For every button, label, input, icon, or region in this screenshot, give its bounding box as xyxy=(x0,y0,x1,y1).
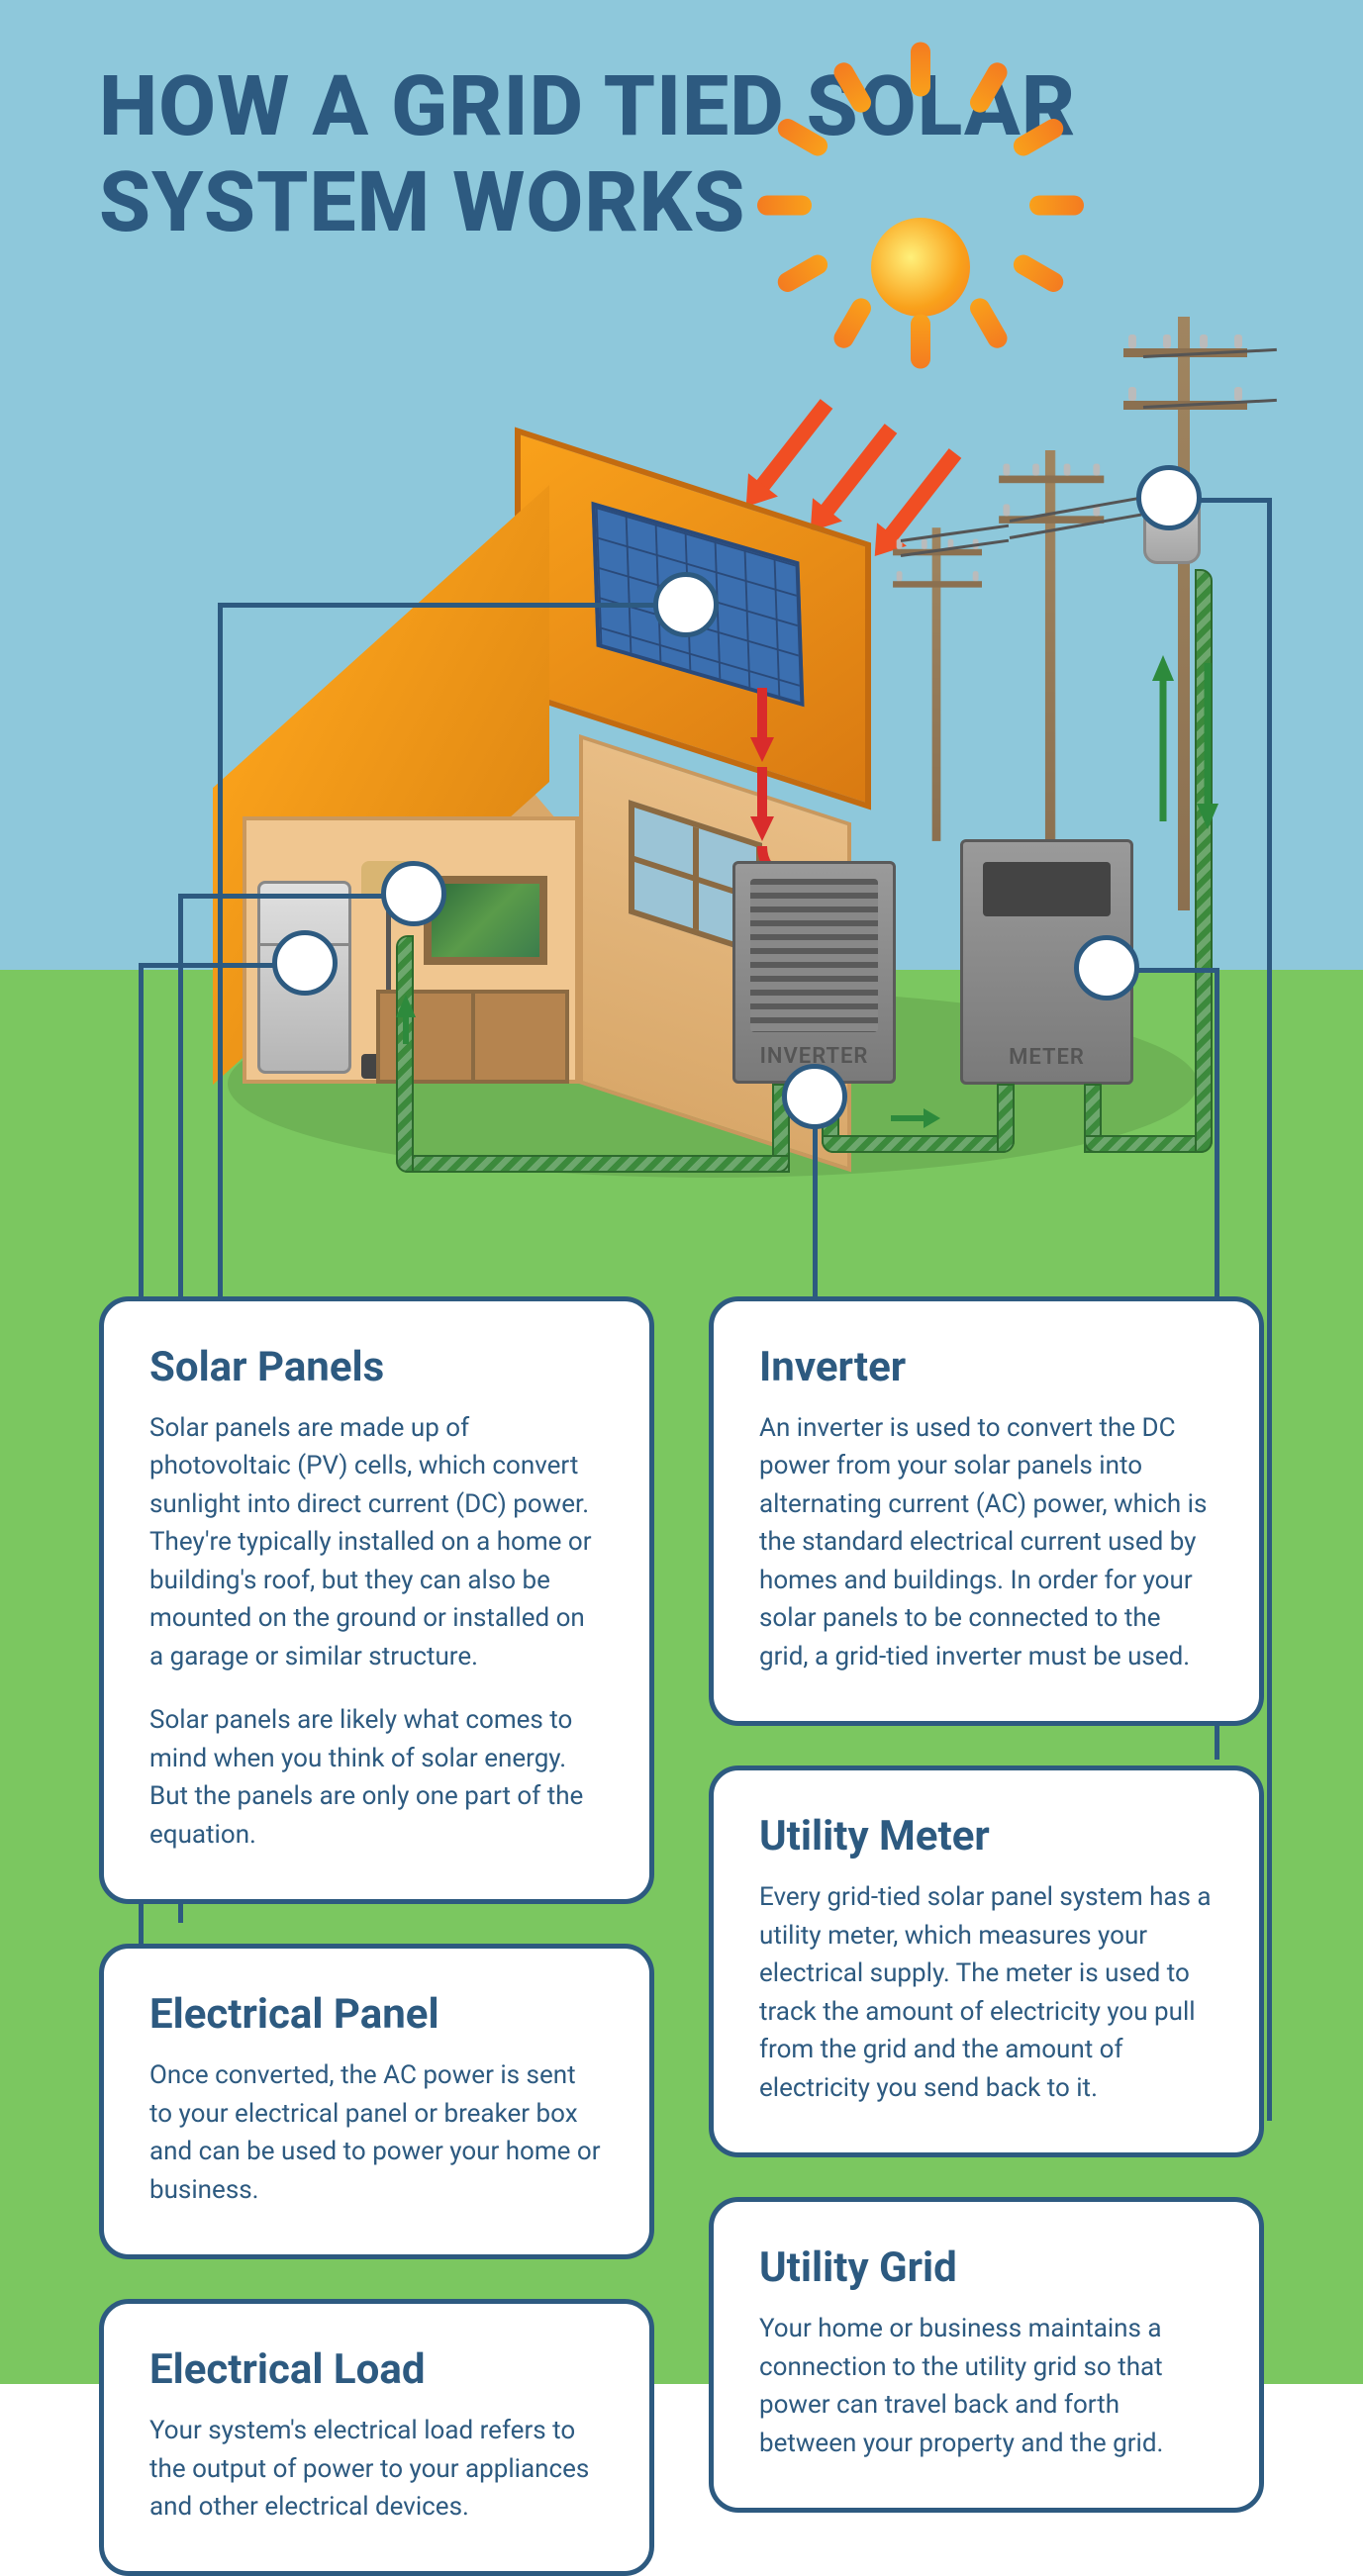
card-title: Electrical Panel xyxy=(149,1990,604,2039)
utility-pole-icon xyxy=(932,527,941,841)
meter-label: METER xyxy=(963,1045,1130,1070)
card-utility-meter: Utility Meter Every grid-tied solar pane… xyxy=(709,1765,1264,2157)
card-body: An inverter is used to convert the DC po… xyxy=(759,1409,1214,1675)
card-electrical-load: Electrical Load Your system's electrical… xyxy=(99,2299,654,2576)
card-body: Every grid-tied solar panel system has a… xyxy=(759,1878,1214,2107)
electrical-panel-marker xyxy=(381,861,446,926)
card-solar-panels: Solar Panels Solar panels are made up of… xyxy=(99,1296,654,1904)
card-body: Once converted, the AC power is sent to … xyxy=(149,2056,604,2209)
card-utility-grid: Utility Grid Your home or business maint… xyxy=(709,2197,1264,2513)
card-title: Utility Meter xyxy=(759,1812,1214,1860)
card-title: Inverter xyxy=(759,1343,1214,1391)
bidirectional-arrow-icon xyxy=(1128,633,1247,851)
inverter-unit: INVERTER xyxy=(732,861,896,1084)
inverter-marker xyxy=(782,1064,847,1129)
card-inverter: Inverter An inverter is used to convert … xyxy=(709,1296,1264,1726)
card-title: Utility Grid xyxy=(759,2243,1214,2292)
electrical-load-marker xyxy=(272,930,338,996)
solar-panel-marker xyxy=(653,572,719,637)
sun-icon xyxy=(831,178,1010,356)
card-title: Electrical Load xyxy=(149,2345,604,2394)
card-body: Your system's electrical load refers to … xyxy=(149,2412,604,2526)
card-body: Solar panels are made up of photovoltaic… xyxy=(149,1409,604,1675)
page-title: HOW A GRID TIED SOLAR SYSTEM WORKS xyxy=(99,59,1363,250)
card-body: Solar panels are likely what comes to mi… xyxy=(149,1701,604,1854)
card-electrical-panel: Electrical Panel Once converted, the AC … xyxy=(99,1944,654,2259)
flow-arrow-icon xyxy=(886,1097,945,1141)
utility-meter-marker xyxy=(1074,935,1139,1001)
utility-grid-marker xyxy=(1136,465,1202,530)
card-title: Solar Panels xyxy=(149,1343,604,1391)
flow-arrow-icon xyxy=(366,990,445,1059)
card-body: Your home or business maintains a connec… xyxy=(759,2310,1214,2462)
